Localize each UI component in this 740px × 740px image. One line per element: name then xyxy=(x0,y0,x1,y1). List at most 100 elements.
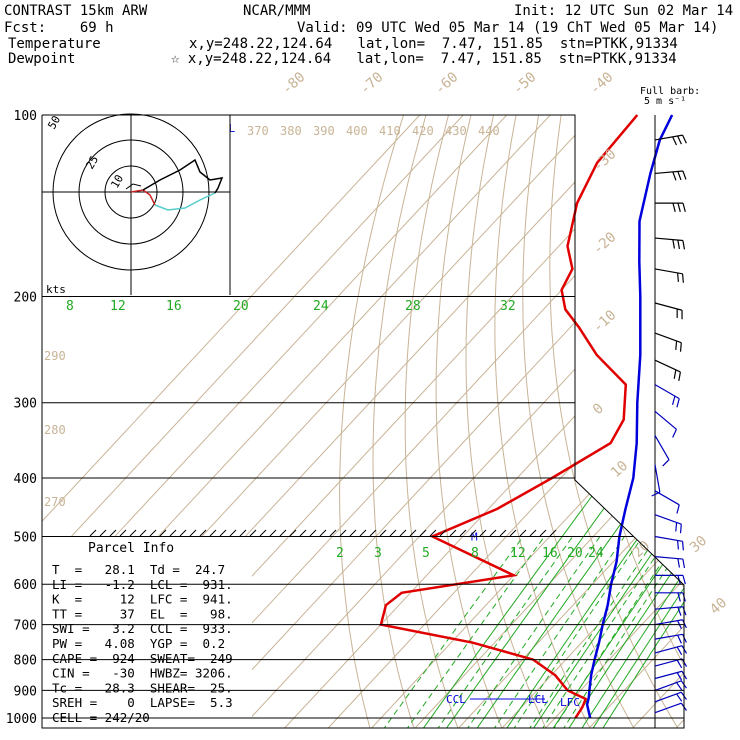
theta-label: 440 xyxy=(478,124,500,138)
hatch-mark xyxy=(469,529,477,537)
barb-feather xyxy=(682,134,687,144)
parcel-row: SREH = 0 LAPSE= 5.3 xyxy=(52,695,233,710)
barb-feather xyxy=(677,540,679,550)
hatch-mark xyxy=(319,529,327,537)
wind-barb xyxy=(654,332,682,352)
theta-label-left: 270 xyxy=(44,495,66,509)
hatch-mark xyxy=(519,529,527,537)
dry-adiabat xyxy=(465,115,548,728)
barb-feather xyxy=(681,541,684,551)
barb-staff xyxy=(654,332,682,344)
hatch-mark xyxy=(119,529,127,537)
plot-frame xyxy=(41,114,685,729)
barb-staff xyxy=(654,691,682,703)
mixing-ratio-line xyxy=(551,268,684,728)
wind-barb xyxy=(654,410,677,438)
parcel-row: TT = 37 EL = 98. xyxy=(52,606,233,621)
theta-label: 380 xyxy=(280,124,302,138)
isotherm-line xyxy=(675,115,684,728)
pressure-label: 300 xyxy=(14,397,37,412)
parcel-row: PW = 4.08 YGP = 0.2 xyxy=(52,636,225,651)
hatch-mark xyxy=(419,529,427,537)
barb-feather xyxy=(676,398,680,408)
hodo-ring-label: 25 xyxy=(83,154,101,172)
pressure-label: 600 xyxy=(14,578,37,593)
barb-feather xyxy=(672,202,676,212)
wind-barb xyxy=(654,645,688,656)
barb-staff xyxy=(654,535,683,542)
hatch-mark xyxy=(549,529,557,537)
valid-time: Valid: 09 UTC Wed 05 Mar 14 (19 ChT Wed … xyxy=(297,20,718,36)
barb-staff xyxy=(654,237,683,242)
wind-barb xyxy=(654,658,688,669)
wind-barb xyxy=(654,302,683,320)
isotherm-label: 30 xyxy=(687,533,710,556)
temperature-location: x,y=248.22,124.64 lat,lon= 7.47, 151.85 … xyxy=(189,36,678,52)
isotherm-line xyxy=(284,115,684,728)
hodograph: 50 25 10 kts xyxy=(42,113,231,296)
mixing-label-upper: 20 xyxy=(233,299,249,314)
dry-adiabat xyxy=(404,115,460,728)
dry-adiabat xyxy=(435,115,504,728)
barb-staff xyxy=(654,302,683,311)
barb-feather xyxy=(677,272,679,282)
hatch-mark xyxy=(449,529,457,537)
hatch-mark xyxy=(259,529,267,537)
source-title: NCAR/MMM xyxy=(243,3,310,19)
hatch-mark xyxy=(329,529,337,537)
dry-adiabat xyxy=(649,115,684,728)
wind-barb xyxy=(654,556,686,569)
barb-feather xyxy=(676,659,683,669)
barb-feather xyxy=(677,239,681,250)
dry-adiabat xyxy=(522,115,636,728)
hatch-mark xyxy=(99,529,107,537)
hatch-mark xyxy=(409,529,417,537)
barb-legend-line2: 5 m s⁻¹ xyxy=(644,96,686,107)
pressure-label: 900 xyxy=(14,684,37,699)
wind-barb xyxy=(654,490,680,514)
wind-barb xyxy=(654,680,687,691)
barb-staff xyxy=(654,359,681,373)
theta-label: 410 xyxy=(379,124,401,138)
dry-adiabat xyxy=(339,115,404,728)
isotherm-line xyxy=(42,115,522,728)
pressure-label: 100 xyxy=(14,109,37,124)
parcel-row: Tc = 28.3 SHEAR= 25. xyxy=(52,680,233,695)
moist-adiabat-line xyxy=(435,536,574,728)
dry-adiabat xyxy=(494,115,592,728)
dewpoint-legend: Dewpoint xyxy=(8,51,75,67)
hatch-mark xyxy=(369,529,377,537)
isotherm-line xyxy=(42,115,478,728)
mixing-label-lower: 16 xyxy=(542,546,558,561)
level-marker-lfc: LFC xyxy=(560,696,580,709)
hodo-ring-label: 50 xyxy=(45,114,63,132)
isotherm-label: -50 xyxy=(510,69,540,98)
pressure-label: 700 xyxy=(14,619,37,634)
hatch-mark xyxy=(149,529,157,537)
barb-feather xyxy=(676,504,680,514)
temperature-legend: Temperature xyxy=(8,36,101,52)
moist-adiabat-line xyxy=(465,536,601,728)
wind-barbs xyxy=(651,115,688,728)
isotherm-line xyxy=(588,115,684,728)
parcel-row: SWI = 3.2 CCL = 933. xyxy=(52,621,233,636)
forecast-hour: Fcst: 69 h xyxy=(4,20,114,36)
wind-barb xyxy=(654,268,684,283)
moist-adiabat-line xyxy=(492,536,625,728)
barb-feather xyxy=(672,171,677,181)
barb-feather xyxy=(677,606,682,616)
mixing-ratio-line xyxy=(444,268,684,728)
mixing-ratio-line xyxy=(531,268,684,728)
barb-staff xyxy=(654,490,680,506)
hatch-mark xyxy=(509,529,517,537)
isotherm-label: 40 xyxy=(707,595,730,618)
pressure-label: 500 xyxy=(14,530,37,545)
hatch-mark xyxy=(439,529,447,537)
model-title: CONTRAST 15km ARW xyxy=(4,3,148,19)
hatch-mark xyxy=(109,529,117,537)
wind-barb xyxy=(654,606,687,616)
hatch-mark xyxy=(159,529,167,537)
barb-feather xyxy=(681,273,684,283)
barb-feather xyxy=(682,575,686,585)
